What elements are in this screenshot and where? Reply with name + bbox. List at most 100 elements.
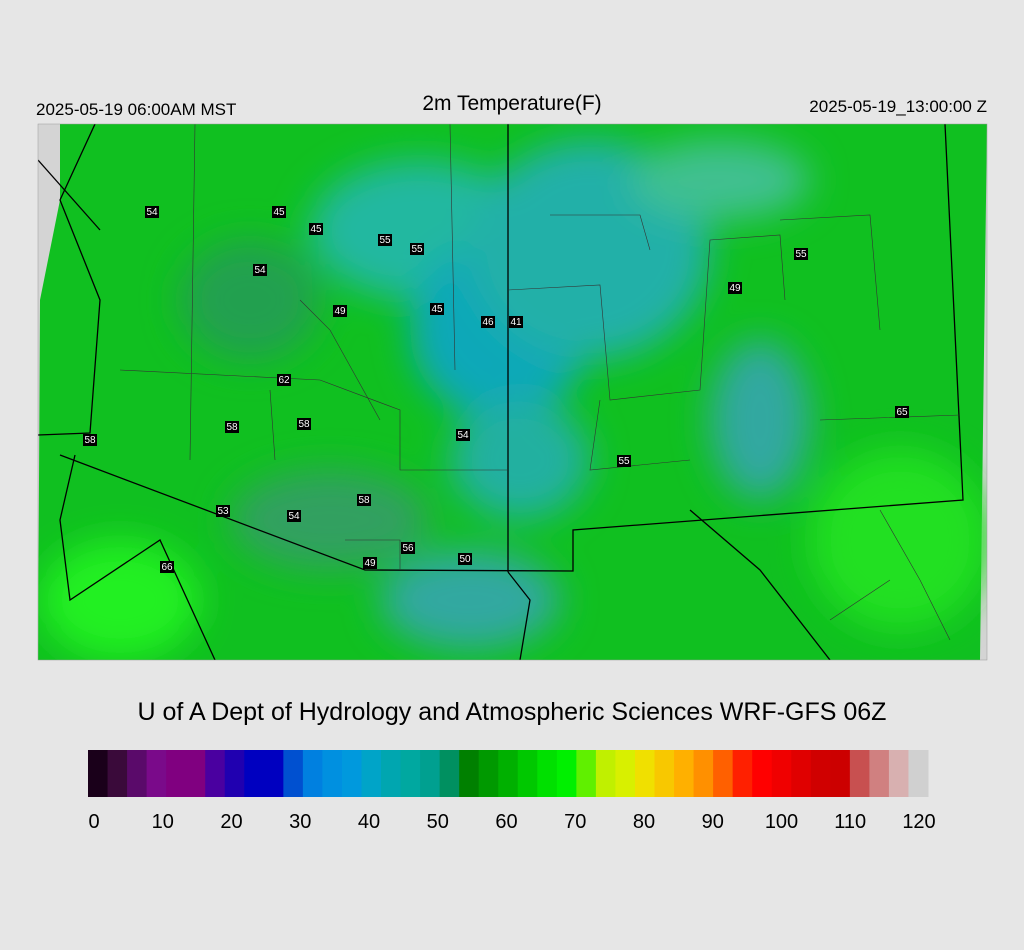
station-value: 58 bbox=[298, 419, 310, 430]
colorbar: 0 10 20 30 40 50 60 70 80 90 100 110 120 bbox=[88, 750, 936, 833]
station-value: 54 bbox=[146, 207, 158, 218]
station-value: 58 bbox=[84, 435, 96, 446]
colorbar-segment bbox=[674, 750, 695, 797]
station-box bbox=[333, 305, 347, 317]
station-value: 54 bbox=[254, 265, 266, 276]
station-value: 53 bbox=[217, 506, 229, 517]
station-value: 45 bbox=[310, 224, 322, 235]
station-box bbox=[297, 418, 311, 430]
colorbar-tick-label: 70 bbox=[564, 811, 586, 833]
colorbar-segment bbox=[127, 750, 148, 797]
station-box bbox=[410, 243, 424, 255]
station-box bbox=[160, 561, 174, 573]
station-value: 58 bbox=[358, 495, 370, 506]
colorbar-segment bbox=[263, 750, 284, 797]
station-box bbox=[794, 248, 808, 260]
station-labels: 54 45 45 55 55 54 49 45 46 41 62 58 58 54 58 53 54 58 56 49… bbox=[83, 206, 909, 573]
colorbar-segment bbox=[439, 750, 460, 797]
station-value: 46 bbox=[482, 317, 494, 328]
station-box bbox=[363, 557, 377, 569]
station-box bbox=[83, 434, 97, 446]
colorbar-segment bbox=[88, 750, 109, 797]
station-value: 56 bbox=[402, 543, 414, 554]
colorbar-tick-label: 80 bbox=[633, 811, 655, 833]
colorbar-tick-label: 100 bbox=[765, 811, 798, 833]
station-box bbox=[287, 510, 301, 522]
colorbar-segment bbox=[166, 750, 187, 797]
station-box bbox=[309, 223, 323, 235]
colorbar-segment bbox=[361, 750, 382, 797]
colorbar-tick-label: 50 bbox=[427, 811, 449, 833]
footer-credit: U of A Dept of Hydrology and Atmospheric… bbox=[138, 698, 887, 726]
colorbar-segment bbox=[381, 750, 402, 797]
station-value: 49 bbox=[364, 558, 376, 569]
station-box bbox=[253, 264, 267, 276]
station-box bbox=[617, 455, 631, 467]
colorbar-segment bbox=[322, 750, 343, 797]
colorbar-segment bbox=[244, 750, 265, 797]
station-box bbox=[509, 316, 523, 328]
station-box bbox=[145, 206, 159, 218]
station-box bbox=[481, 316, 495, 328]
colorbar-segment bbox=[810, 750, 831, 797]
station-box bbox=[728, 282, 742, 294]
colorbar-segment bbox=[576, 750, 597, 797]
station-value: 58 bbox=[226, 422, 238, 433]
station-value: 55 bbox=[379, 235, 391, 246]
temperature-field bbox=[38, 124, 987, 660]
station-box bbox=[378, 234, 392, 246]
colorbar-segment bbox=[498, 750, 519, 797]
colorbar-tick-label: 30 bbox=[289, 811, 311, 833]
station-value: 49 bbox=[729, 283, 741, 294]
station-value: 41 bbox=[510, 317, 522, 328]
colorbar-segment bbox=[283, 750, 304, 797]
station-value: 54 bbox=[288, 511, 300, 522]
colorbar-tick-label: 10 bbox=[152, 811, 174, 833]
valid-time-utc: 2025-05-19_13:00:00 Z bbox=[809, 97, 987, 116]
colorbar-segment bbox=[400, 750, 421, 797]
colorbar-segment bbox=[869, 750, 890, 797]
station-value: 50 bbox=[459, 554, 471, 565]
colorbar-segment bbox=[459, 750, 480, 797]
colorbar-tick-label: 20 bbox=[220, 811, 242, 833]
colorbar-tick-label: 60 bbox=[495, 811, 517, 833]
colorbar-segment bbox=[185, 750, 206, 797]
colorbar-segment bbox=[791, 750, 812, 797]
valid-time-local: 2025-05-19 06:00AM MST bbox=[36, 100, 236, 119]
colorbar-segment bbox=[420, 750, 441, 797]
colorbar-segment bbox=[556, 750, 577, 797]
colorbar-segment bbox=[634, 750, 656, 797]
colorbar-segment bbox=[849, 750, 870, 797]
colorbar-tick-label: 0 bbox=[88, 811, 99, 833]
station-value: 54 bbox=[457, 430, 469, 441]
station-box bbox=[225, 421, 239, 433]
colorbar-segment bbox=[341, 750, 362, 797]
colorbar-segment bbox=[517, 750, 538, 797]
colorbar-tick-label: 40 bbox=[358, 811, 380, 833]
colorbar-segment bbox=[654, 750, 675, 797]
colorbar-segment bbox=[302, 750, 323, 797]
colorbar-tick-label: 90 bbox=[702, 811, 724, 833]
station-box bbox=[401, 542, 415, 554]
station-box bbox=[272, 206, 286, 218]
station-value: 45 bbox=[273, 207, 285, 218]
station-box bbox=[456, 429, 470, 441]
colorbar-segment bbox=[146, 750, 167, 797]
map-frame bbox=[37, 123, 988, 661]
station-value: 55 bbox=[411, 244, 423, 255]
map-title: 2m Temperature(F) bbox=[422, 92, 601, 115]
colorbar-segment bbox=[537, 750, 558, 797]
colorbar-segment bbox=[693, 750, 714, 797]
colorbar-segment bbox=[830, 750, 851, 797]
colorbar-tick-label: 120 bbox=[902, 811, 935, 833]
station-value: 49 bbox=[334, 306, 346, 317]
station-box bbox=[895, 406, 909, 418]
colorbar-segment bbox=[478, 750, 499, 797]
colorbar-segment bbox=[888, 750, 909, 797]
colorbar-segment bbox=[615, 750, 636, 797]
station-box bbox=[277, 374, 291, 386]
station-value: 62 bbox=[278, 375, 290, 386]
station-box bbox=[216, 505, 230, 517]
